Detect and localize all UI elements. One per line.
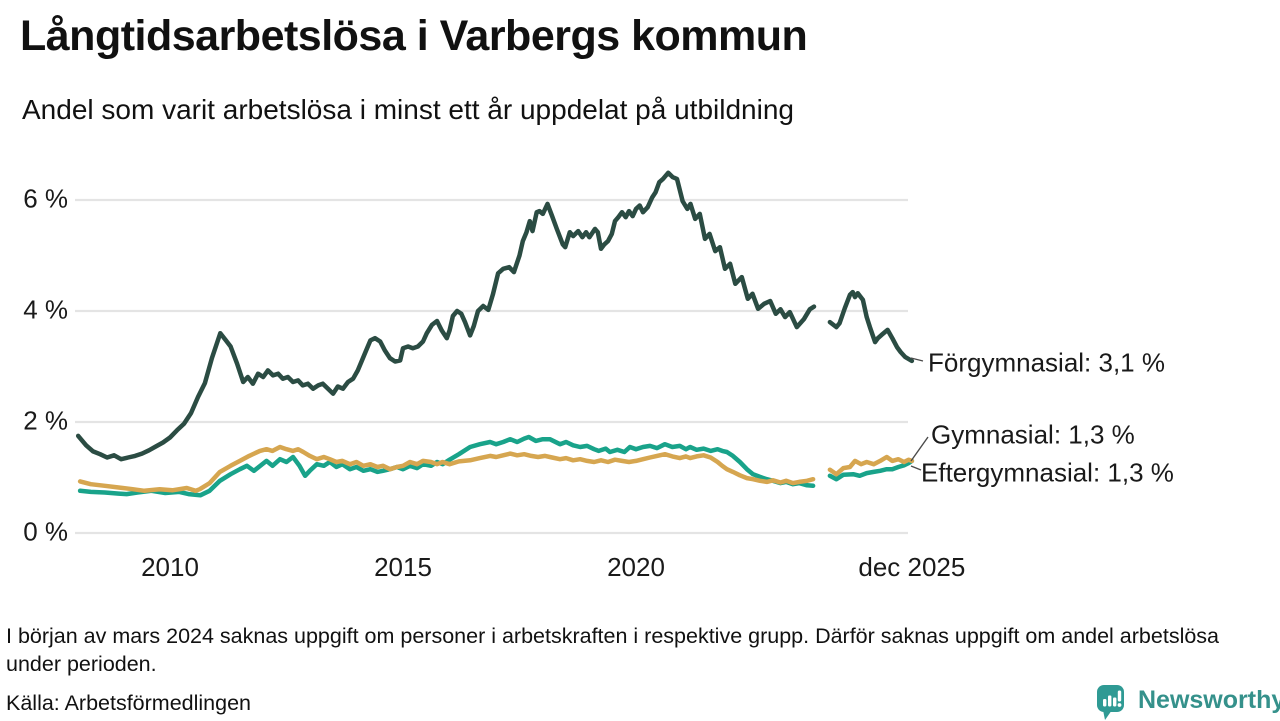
- newsworthy-icon: [1097, 684, 1124, 720]
- series-line-eftergymnasial: [77, 444, 816, 494]
- series-end-label-gymnasial: Gymnasial: 1,3 %: [931, 419, 1135, 450]
- y-tick-label: 0 %: [23, 516, 68, 547]
- source-attribution: Källa: Arbetsförmedlingen: [6, 691, 252, 715]
- leader-line: [910, 357, 924, 362]
- label-leader-lines: [910, 357, 929, 471]
- series-lines: [75, 170, 915, 498]
- series-line-forgymnasial: [827, 289, 915, 364]
- series-line-eftergymnasial: [827, 454, 915, 477]
- leader-line: [910, 436, 929, 462]
- series-end-label-forgymnasial: Förgymnasial: 3,1 %: [928, 347, 1165, 378]
- newsworthy-logo: Newsworthy: [1096, 684, 1280, 720]
- x-tick-label: 2015: [374, 552, 432, 582]
- x-tick-label: dec 2025: [858, 552, 966, 582]
- y-tick-label: 6 %: [23, 183, 68, 214]
- x-tick-label: 2020: [607, 552, 665, 582]
- chart-subtitle: Andel som varit arbetslösa i minst ett å…: [22, 94, 794, 125]
- newsworthy-wordmark: Newsworthy: [1138, 685, 1280, 714]
- x-tick-label: 2010: [141, 552, 199, 582]
- series-line-gymnasial: [77, 434, 816, 498]
- leader-line: [910, 465, 922, 471]
- series-end-label-eftergymnasial: Eftergymnasial: 1,3 %: [921, 457, 1174, 488]
- footnote: I början av mars 2024 saknas uppgift om …: [6, 624, 1220, 677]
- series-line-gymnasial: [827, 458, 915, 482]
- y-tick-label: 2 %: [23, 405, 68, 436]
- chart-title: Långtidsarbetslösa i Varbergs kommun: [20, 12, 808, 60]
- y-tick-label: 4 %: [23, 294, 68, 325]
- gridlines: [75, 198, 908, 535]
- series-line-forgymnasial: [75, 170, 817, 462]
